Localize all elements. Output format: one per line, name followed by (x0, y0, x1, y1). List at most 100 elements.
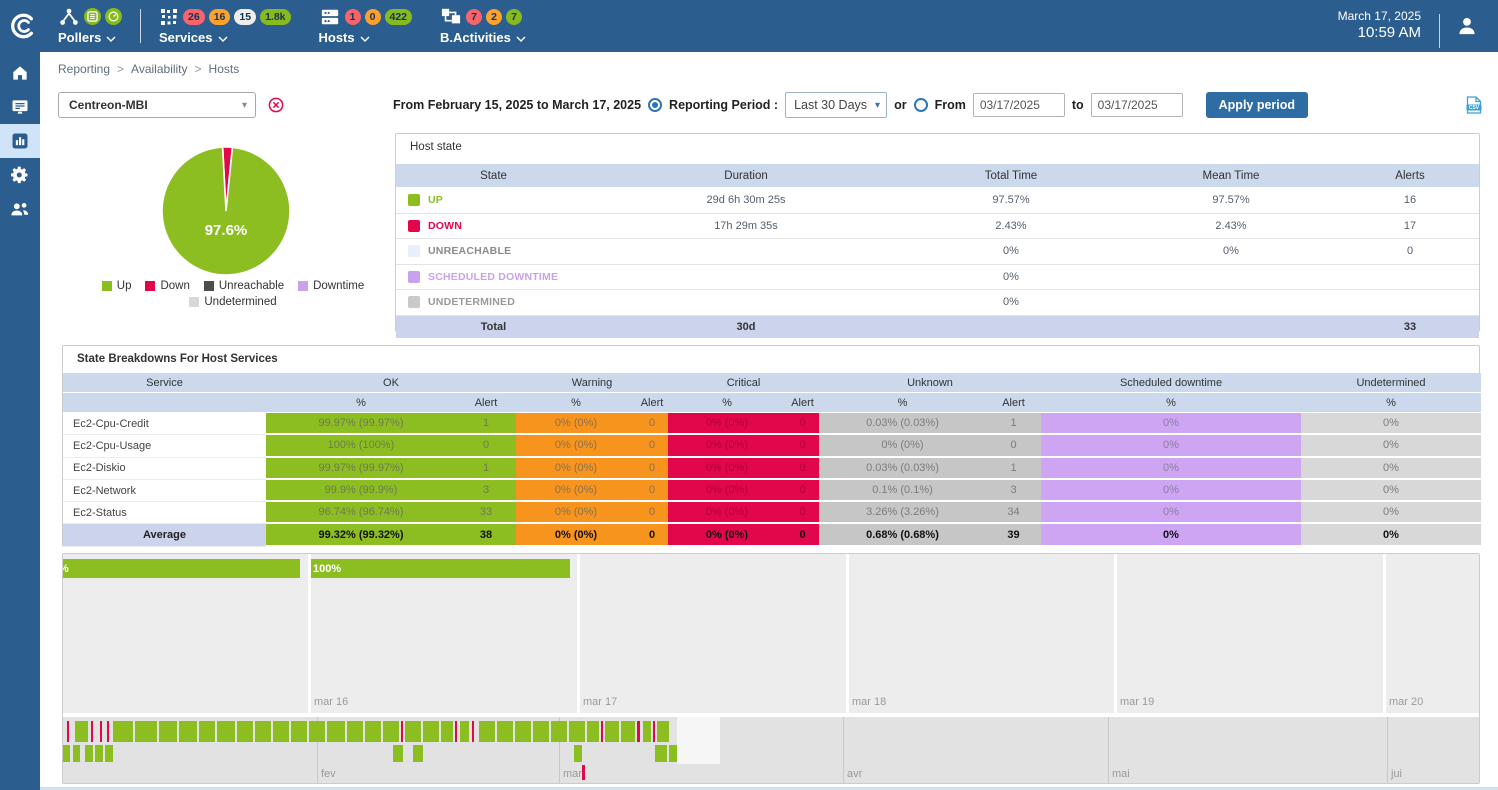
pct-cell-undetermined: 0% (1301, 479, 1481, 503)
alert-cell-unknown: 1 (986, 413, 1041, 436)
navigator-segment-row1 (327, 721, 345, 742)
menu-divider (140, 9, 141, 43)
navigator-segment-row1 (497, 721, 513, 742)
navigator-segment-row1 (637, 721, 640, 742)
navigator-segment-row1 (179, 721, 197, 742)
sidebar-item-settings[interactable] (0, 158, 40, 192)
poller-latency-icon (108, 11, 119, 22)
count-badge-orange: 2 (486, 8, 503, 25)
total-label: Total (480, 320, 507, 333)
legend-swatch (189, 297, 200, 307)
breadcrumb-item-reporting[interactable]: Reporting (58, 62, 111, 76)
state-label: UNDETERMINED (428, 296, 515, 309)
alert-cell-unknown: 34 (986, 502, 1041, 525)
sidebar-item-reporting[interactable] (0, 124, 40, 158)
state-square (408, 296, 420, 309)
left-sidebar (0, 52, 40, 790)
count-badge-red: 26 (183, 8, 205, 25)
legend-item-downtime[interactable]: Downtime (298, 280, 364, 292)
reporting-period-select[interactable]: Last 30 Days ▾ (785, 92, 888, 118)
count-badge-green: 1.8k (260, 8, 291, 25)
menu-services-labelrow: Services (159, 29, 291, 47)
alert-cell-ok: 3 (456, 479, 516, 503)
breadcrumb-item-availability[interactable]: Availability (131, 62, 188, 76)
service-row: Ec2-Cpu-Usage 100% (100%) 0 0% (0%) 0 0% (0%)… (63, 435, 1481, 458)
alert-cell-critical: 0 (786, 524, 819, 547)
sub-header: Alert (456, 393, 516, 413)
csv-export-icon[interactable]: CSV (1466, 96, 1482, 114)
menu-pollers[interactable]: Pollers (44, 0, 136, 52)
clear-selection-icon[interactable] (268, 97, 284, 113)
clock: March 17, 2025 10:59 AM (1338, 9, 1421, 43)
navigator-segment-row1 (657, 721, 669, 742)
reporting-period-radio[interactable] (648, 98, 663, 112)
legend-item-up[interactable]: Up (101, 280, 132, 292)
count-badge-red: 1 (344, 8, 361, 25)
legend-item-unreachable[interactable]: Unreachable (203, 280, 284, 292)
user-menu-button[interactable] (1444, 0, 1490, 52)
state-cell: UNDETERMINED (396, 296, 591, 309)
pollers-icon (58, 7, 80, 27)
menu-hosts[interactable]: 1 0 422 Hosts (305, 0, 427, 52)
legend-item-undetermined[interactable]: Undetermined (189, 296, 277, 308)
day-gridline (577, 554, 580, 713)
alert-cell-warning: 0 (636, 435, 668, 458)
pct-cell-unknown: 3.26% (3.26%) (819, 502, 986, 525)
pct-cell-undetermined: 0% (1301, 457, 1481, 480)
custom-period-radio[interactable] (913, 98, 928, 112)
pct-cell-scheduled-downtime: 0% (1041, 502, 1301, 525)
menu-pollers-labelrow: Pollers (58, 29, 122, 47)
sidebar-item-home[interactable] (0, 56, 40, 90)
alert-cell-critical: 0 (786, 502, 819, 525)
sub-header: Alert (986, 393, 1041, 413)
to-date-input[interactable] (1090, 93, 1183, 117)
alert-cell-critical: 0 (786, 413, 819, 436)
centreon-logo-icon[interactable] (0, 0, 44, 52)
from-date-input[interactable] (972, 93, 1065, 117)
navigator-selection[interactable] (677, 717, 720, 764)
sidebar-item-users[interactable] (0, 192, 40, 226)
legend-swatch (101, 281, 112, 291)
navigator-segment-row1 (479, 721, 495, 742)
chevron-down-icon: ▾ (875, 99, 881, 111)
navigator-segment-row1 (441, 721, 453, 742)
month-gridline (317, 717, 318, 783)
host-select[interactable]: Centreon-MBI ▾ (58, 92, 256, 118)
day-label: mar 17 (583, 696, 618, 708)
topbar-right: March 17, 2025 10:59 AM (1338, 0, 1498, 52)
legend-label: Up (116, 280, 132, 292)
apply-period-button[interactable]: Apply period (1205, 92, 1309, 118)
host-state-table: State Duration Total Time Mean Time Alerts UP… (396, 164, 1479, 338)
pct-cell-warning: 0% (0%) (516, 435, 636, 458)
chevron-down-icon: ▾ (241, 99, 247, 111)
pct-cell-critical: 0% (0%) (668, 413, 786, 436)
table-row: DOWN 17h 29m 35s 2.43% 2.43% 17 (396, 214, 1479, 239)
breadcrumb-item-hosts[interactable]: Hosts (208, 62, 240, 76)
count-badge-orange: 0 (364, 8, 381, 25)
chevron-down-icon (106, 29, 116, 47)
pct-cell-ok: 99.32% (99.32%) (266, 524, 456, 547)
menu-services[interactable]: 26 16 15 1.8k Services (145, 0, 305, 52)
range-navigator: fev mar avr mai jui (63, 717, 1479, 783)
legend-swatch (145, 281, 156, 291)
navigator-segment-row2 (413, 745, 423, 762)
table-row: UNREACHABLE 0% 0% 0 (396, 239, 1479, 265)
pct-cell-unknown: 0% (0%) (819, 435, 986, 458)
legend-swatch (298, 281, 309, 291)
settings-icon (10, 165, 30, 185)
menu-bactivities[interactable]: 7 2 7 B.Activities (426, 0, 540, 52)
pie-legend: Up Down Unreachable Downtime Undetermined (68, 280, 398, 308)
availability-bar: % (63, 559, 300, 578)
legend-item-down[interactable]: Down (145, 280, 190, 292)
service-header: Service (63, 373, 266, 393)
pct-cell-warning: 0% (0%) (516, 502, 636, 525)
month-gridline (1387, 717, 1388, 783)
alert-cell-warning: 0 (636, 502, 668, 525)
month-gridline (559, 717, 560, 783)
group-header-undetermined: Undetermined (1301, 373, 1481, 393)
sidebar-item-monitoring[interactable] (0, 90, 40, 124)
group-header-unknown: Unknown (819, 373, 1041, 393)
total-time-cell: 97.57% (992, 194, 1030, 207)
host-select-value: Centreon-MBI (69, 98, 148, 112)
